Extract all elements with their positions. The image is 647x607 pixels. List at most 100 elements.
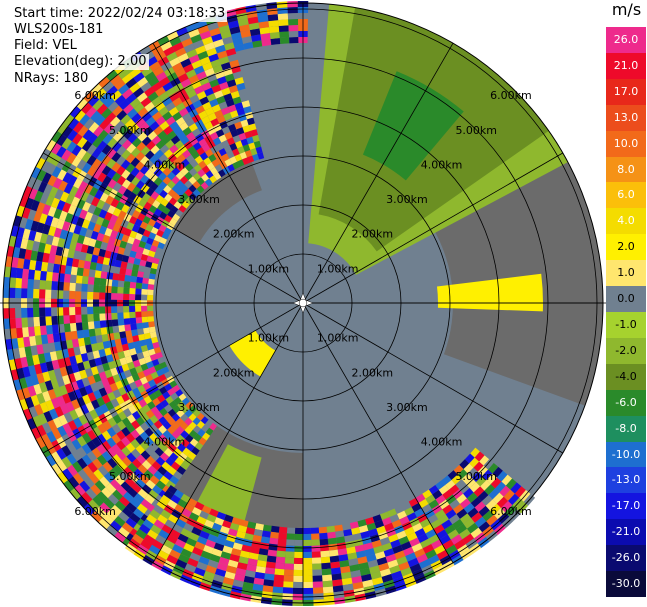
velocity-bin [412, 522, 423, 533]
velocity-bin [15, 277, 23, 289]
colorbar-segment [606, 156, 646, 183]
velocity-bin [82, 360, 91, 370]
velocity-bin [45, 139, 57, 152]
velocity-bin [92, 247, 101, 256]
velocity-bin [227, 53, 238, 63]
velocity-bin [204, 87, 214, 97]
velocity-bin [84, 384, 94, 395]
velocity-bin [466, 522, 479, 534]
velocity-bin [112, 131, 124, 142]
colorbar-tick-label: 6.0 [617, 188, 635, 202]
velocity-bin [346, 546, 357, 555]
velocity-bin [262, 585, 274, 593]
velocity-bin [178, 393, 187, 402]
velocity-bin [201, 82, 212, 91]
velocity-bin [54, 341, 62, 352]
range-label: 6.00km [74, 505, 116, 518]
azimuth-line [302, 302, 454, 564]
velocity-bin [73, 224, 82, 235]
velocity-bin [76, 234, 85, 244]
velocity-bin [122, 103, 134, 115]
velocity-bin [269, 32, 280, 39]
velocity-bin [170, 494, 181, 504]
velocity-bin [438, 499, 450, 510]
velocity-bin [81, 314, 88, 323]
velocity-bin [150, 524, 162, 535]
velocity-bin [99, 192, 109, 203]
velocity-bin [232, 96, 242, 105]
colorbar-segment [606, 104, 646, 131]
velocity-bin [343, 528, 353, 537]
velocity-bin [81, 151, 92, 163]
velocity-bin [327, 537, 337, 545]
velocity-bin [63, 114, 75, 127]
velocity-bin [327, 531, 336, 539]
velocity-bin [96, 103, 108, 115]
velocity-bin [236, 82, 246, 91]
velocity-bin [477, 465, 489, 476]
velocity-bin [151, 111, 163, 122]
velocity-bin [71, 155, 82, 168]
velocity-bin [158, 162, 168, 173]
velocity-bin [149, 182, 159, 192]
velocity-bin [201, 505, 212, 515]
velocity-bin [53, 386, 63, 398]
velocity-bin [5, 256, 13, 268]
velocity-bin [147, 130, 158, 141]
velocity-bin [495, 481, 506, 493]
velocity-bin [107, 417, 117, 428]
velocity-bin [262, 524, 272, 532]
velocity-bin [28, 326, 36, 337]
velocity-bin [328, 543, 338, 551]
velocity-bin [73, 389, 83, 400]
velocity-bin [72, 121, 84, 134]
velocity-bin [293, 575, 303, 582]
velocity-bin [166, 31, 179, 42]
velocity-bin [23, 258, 31, 270]
velocity-bin [22, 228, 31, 240]
velocity-bin [140, 450, 151, 460]
velocity-bin [463, 502, 475, 514]
velocity-bin [146, 140, 156, 151]
velocity-bin [231, 32, 242, 41]
velocity-bin [133, 468, 144, 479]
velocity-bin [101, 394, 111, 404]
velocity-bin [121, 169, 131, 180]
velocity-bin [445, 509, 457, 520]
velocity-bin [231, 65, 241, 74]
velocity-bin [329, 549, 339, 557]
velocity-bin [3, 318, 11, 330]
velocity-bin [167, 188, 177, 198]
velocity-bin [223, 93, 233, 102]
velocity-bin [143, 534, 156, 545]
velocity-bin [124, 476, 136, 488]
velocity-bin [374, 551, 386, 560]
velocity-bin [98, 348, 106, 358]
velocity-bin [431, 539, 443, 550]
velocity-bin [149, 61, 161, 72]
velocity-bin [138, 265, 146, 273]
velocity-bin [226, 150, 235, 159]
velocity-bin [137, 131, 148, 142]
velocity-bin [149, 353, 158, 362]
velocity-bin [135, 444, 146, 455]
radar-field [2, 1, 603, 606]
velocity-bin [152, 257, 160, 265]
velocity-bin [227, 123, 237, 132]
velocity-bin [121, 72, 134, 84]
velocity-bin [163, 125, 174, 136]
velocity-bin [140, 422, 150, 432]
velocity-bin [467, 467, 478, 478]
velocity-bin [150, 226, 159, 235]
velocity-bin [150, 191, 160, 200]
velocity-bin [90, 343, 99, 352]
velocity-bin [66, 453, 77, 465]
velocity-bin [180, 528, 192, 538]
velocity-bin [57, 169, 67, 181]
velocity-bin [50, 451, 62, 464]
velocity-bin [121, 456, 132, 467]
velocity-bin [135, 294, 142, 301]
velocity-bin [129, 472, 140, 483]
velocity-bin [82, 201, 91, 212]
velocity-bin [425, 549, 437, 560]
